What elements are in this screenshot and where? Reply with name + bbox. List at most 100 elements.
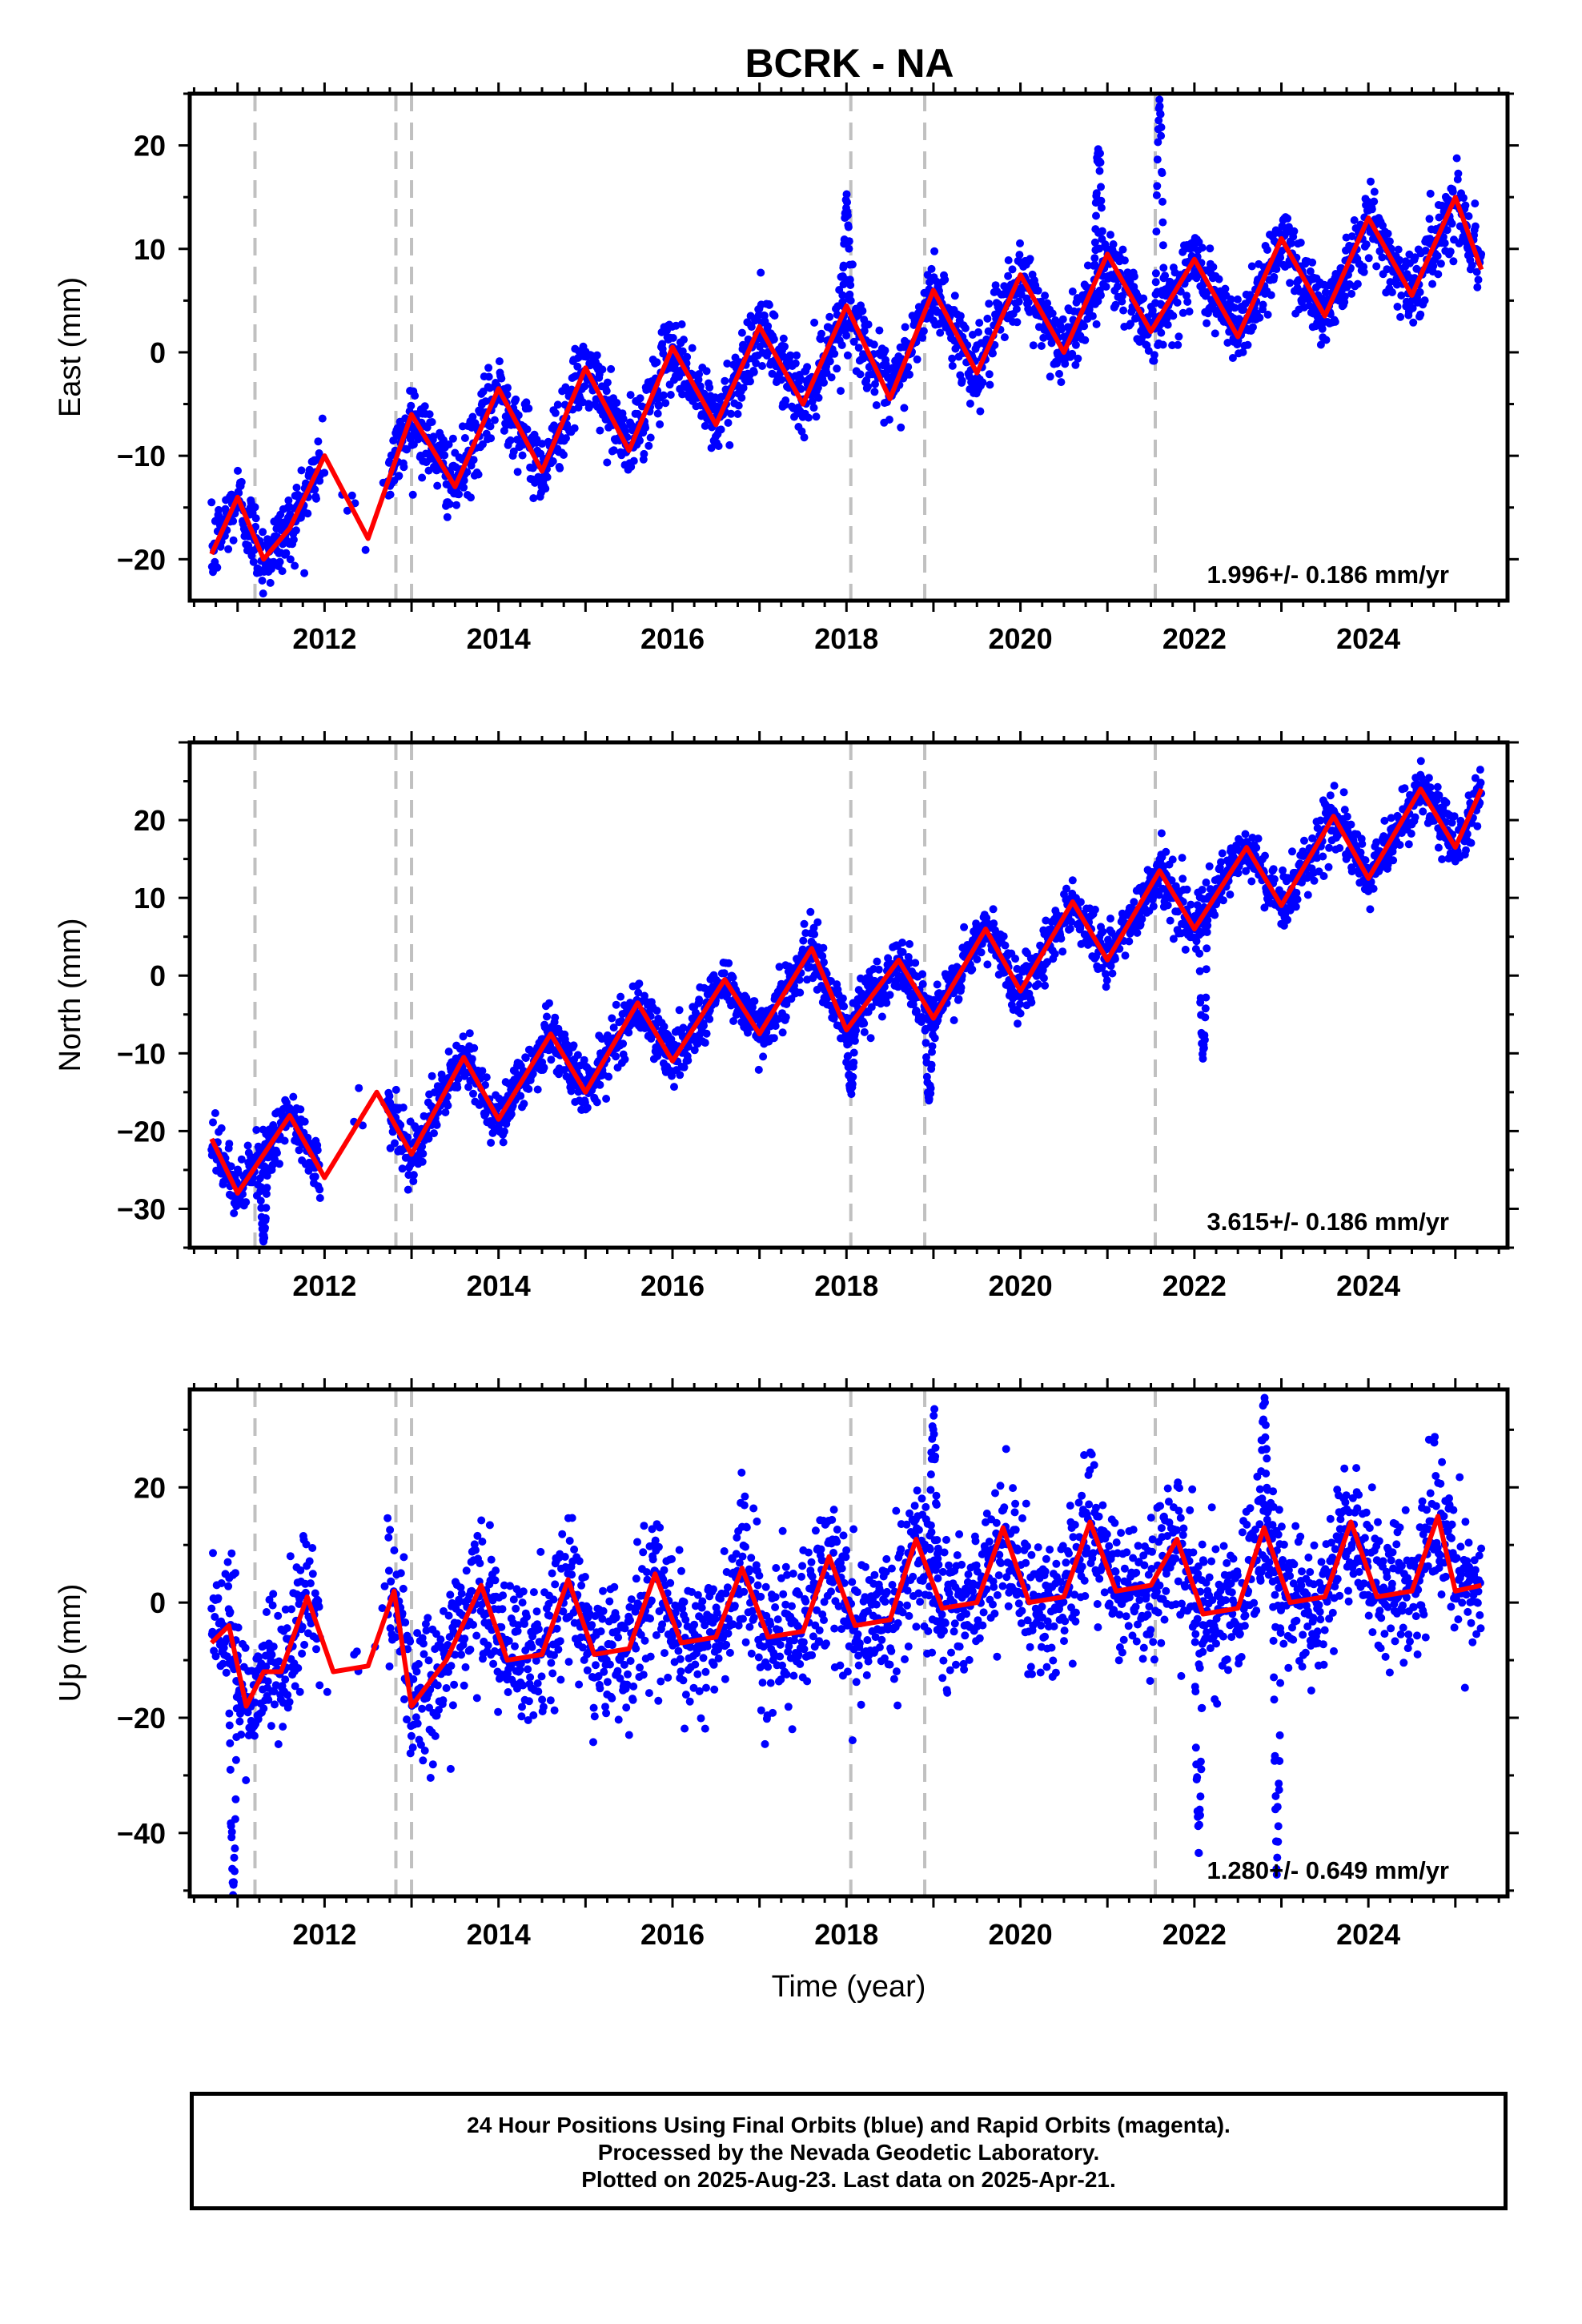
data-point: [803, 363, 812, 372]
data-point: [1168, 341, 1177, 350]
outlier-point: [845, 244, 853, 253]
data-point: [1449, 257, 1458, 266]
data-point: [771, 1022, 780, 1031]
data-point: [1226, 891, 1235, 899]
outlier-point: [1151, 269, 1160, 278]
data-point: [602, 387, 611, 396]
data-point: [234, 466, 242, 475]
data-point: [300, 1117, 309, 1126]
data-point: [284, 496, 293, 505]
data-point: [481, 397, 490, 406]
data-point: [950, 292, 959, 300]
data-point: [1249, 323, 1257, 332]
data-point: [1353, 279, 1362, 288]
data-point: [812, 412, 821, 421]
data-point: [838, 994, 847, 1003]
data-point: [1471, 199, 1480, 208]
data-point: [778, 1028, 787, 1037]
data-point: [1387, 288, 1396, 296]
data-point: [400, 463, 408, 472]
data-point: [1068, 287, 1077, 296]
data-point: [653, 409, 662, 418]
data-point: [1409, 318, 1418, 327]
outlier-point: [1097, 203, 1106, 212]
data-point: [999, 932, 1008, 941]
data-point: [1267, 291, 1275, 300]
data-point: [1090, 254, 1099, 263]
data-point: [490, 416, 499, 424]
outlier-point: [1092, 189, 1101, 198]
data-point: [973, 955, 982, 963]
data-point: [737, 328, 746, 337]
data-point: [1121, 951, 1130, 960]
data-point: [562, 434, 570, 443]
data-point: [749, 368, 758, 376]
outlier-point: [1090, 238, 1099, 247]
data-point: [420, 1112, 428, 1120]
data-point: [282, 549, 291, 557]
data-point: [1279, 866, 1287, 875]
data-point: [1319, 852, 1327, 861]
outlier-point: [1097, 183, 1105, 191]
data-point: [303, 509, 312, 518]
data-point: [856, 370, 865, 379]
data-point: [1174, 332, 1183, 341]
data-point: [1068, 876, 1077, 885]
data-point: [1130, 272, 1138, 281]
data-point: [1396, 312, 1405, 321]
data-point: [1452, 154, 1461, 163]
data-point: [985, 370, 994, 379]
data-point: [702, 367, 711, 376]
data-point: [1254, 834, 1263, 843]
data-point: [1178, 308, 1187, 317]
data-point: [484, 372, 493, 381]
data-point: [820, 378, 828, 387]
data-point: [596, 1080, 604, 1089]
data-point: [670, 1083, 678, 1092]
data-point: [948, 361, 957, 370]
data-point: [1288, 847, 1296, 856]
data-point: [845, 290, 854, 299]
data-point: [734, 401, 743, 410]
data-point: [1202, 879, 1211, 887]
data-point: [217, 1124, 226, 1132]
data-point: [820, 958, 828, 967]
data-point: [291, 561, 299, 570]
data-point: [777, 376, 785, 384]
data-point: [825, 357, 834, 366]
data-point: [570, 424, 579, 432]
data-point: [656, 420, 665, 428]
data-point: [391, 1085, 400, 1094]
x-tick-label: 2022: [1162, 622, 1227, 655]
data-point: [930, 995, 938, 1004]
data-point: [592, 351, 601, 360]
data-point: [237, 1155, 246, 1164]
outlier-point: [1152, 191, 1161, 199]
data-point: [1168, 855, 1177, 864]
outlier-point: [1153, 182, 1162, 191]
data-point: [1259, 300, 1267, 309]
data-point: [1150, 351, 1158, 360]
data-point: [1039, 974, 1048, 983]
data-point: [758, 362, 766, 370]
outlier-point: [845, 260, 854, 269]
x-tick-label: 2016: [640, 622, 705, 655]
data-point: [1287, 239, 1295, 247]
data-point: [1296, 239, 1305, 247]
data-point: [603, 458, 612, 467]
data-point: [864, 382, 872, 391]
data-point: [873, 957, 881, 966]
outlier-point: [1154, 138, 1162, 147]
outlier-point: [843, 198, 851, 207]
data-point: [1178, 875, 1187, 883]
data-point: [411, 392, 420, 400]
data-point: [564, 1049, 573, 1058]
data-point: [608, 1014, 616, 1023]
data-point: [624, 1028, 633, 1037]
outlier-point: [1091, 225, 1100, 234]
data-point: [1347, 232, 1356, 241]
data-point: [540, 1063, 548, 1072]
data-point: [1397, 292, 1406, 300]
data-point: [1326, 791, 1335, 800]
data-point: [640, 449, 648, 458]
